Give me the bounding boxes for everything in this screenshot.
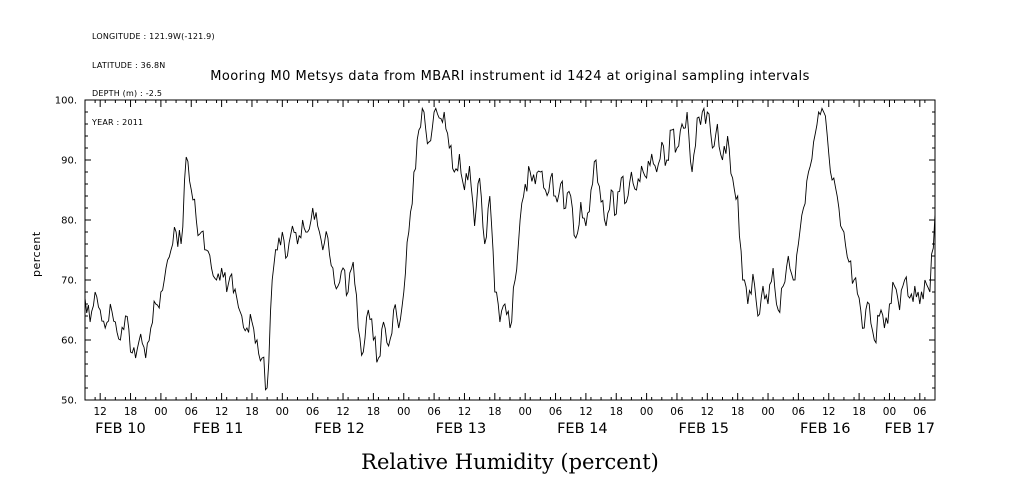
svg-text:00: 00: [397, 406, 410, 418]
svg-text:06: 06: [306, 406, 320, 418]
svg-text:18: 18: [610, 406, 623, 418]
svg-text:100.: 100.: [55, 96, 77, 107]
svg-text:12: 12: [822, 406, 835, 418]
svg-text:70.: 70.: [61, 276, 77, 287]
svg-text:FEB 16: FEB 16: [800, 421, 851, 437]
svg-text:00: 00: [883, 406, 896, 418]
metadata-year: YEAR : 2011: [92, 117, 144, 127]
svg-text:12: 12: [215, 406, 228, 418]
svg-text:06: 06: [185, 406, 199, 418]
svg-text:18: 18: [245, 406, 258, 418]
svg-text:12: 12: [336, 406, 349, 418]
svg-text:FEB 17: FEB 17: [884, 421, 935, 437]
svg-text:80.: 80.: [61, 216, 77, 227]
plot-metadata-block: LONGITUDE : 121.9W(-121.9) LATITUDE : 36…: [92, 13, 215, 146]
svg-text:06: 06: [549, 406, 563, 418]
svg-text:FEB 13: FEB 13: [436, 421, 487, 437]
chart-title: Mooring M0 Metsys data from MBARI instru…: [210, 69, 810, 84]
svg-text:12: 12: [93, 406, 106, 418]
svg-text:FEB 10: FEB 10: [95, 421, 146, 437]
svg-text:00: 00: [154, 406, 167, 418]
svg-text:FEB 14: FEB 14: [557, 421, 608, 437]
svg-text:18: 18: [852, 406, 865, 418]
svg-text:18: 18: [731, 406, 744, 418]
svg-text:90.: 90.: [61, 156, 77, 167]
svg-text:FEB 12: FEB 12: [314, 421, 365, 437]
x-axis-caption: Relative Humidity (percent): [361, 450, 659, 474]
metadata-depth: DEPTH (m) : -2.5: [92, 89, 163, 98]
svg-text:06: 06: [792, 406, 806, 418]
svg-text:18: 18: [367, 406, 380, 418]
svg-text:FEB 15: FEB 15: [679, 421, 730, 437]
svg-text:12: 12: [579, 406, 592, 418]
svg-text:00: 00: [518, 406, 531, 418]
svg-text:00: 00: [276, 406, 289, 418]
svg-text:00: 00: [761, 406, 774, 418]
svg-text:12: 12: [458, 406, 471, 418]
svg-text:50.: 50.: [61, 396, 77, 407]
metadata-longitude: LONGITUDE : 121.9W(-121.9): [92, 32, 215, 41]
svg-text:06: 06: [913, 406, 927, 418]
svg-text:60.: 60.: [61, 336, 77, 347]
svg-text:FEB 11: FEB 11: [193, 421, 244, 437]
svg-text:00: 00: [640, 406, 653, 418]
svg-text:18: 18: [124, 406, 137, 418]
svg-text:06: 06: [670, 406, 684, 418]
svg-text:06: 06: [427, 406, 441, 418]
svg-text:12: 12: [701, 406, 714, 418]
metadata-latitude: LATITUDE : 36.8N: [92, 60, 166, 70]
svg-text:18: 18: [488, 406, 501, 418]
